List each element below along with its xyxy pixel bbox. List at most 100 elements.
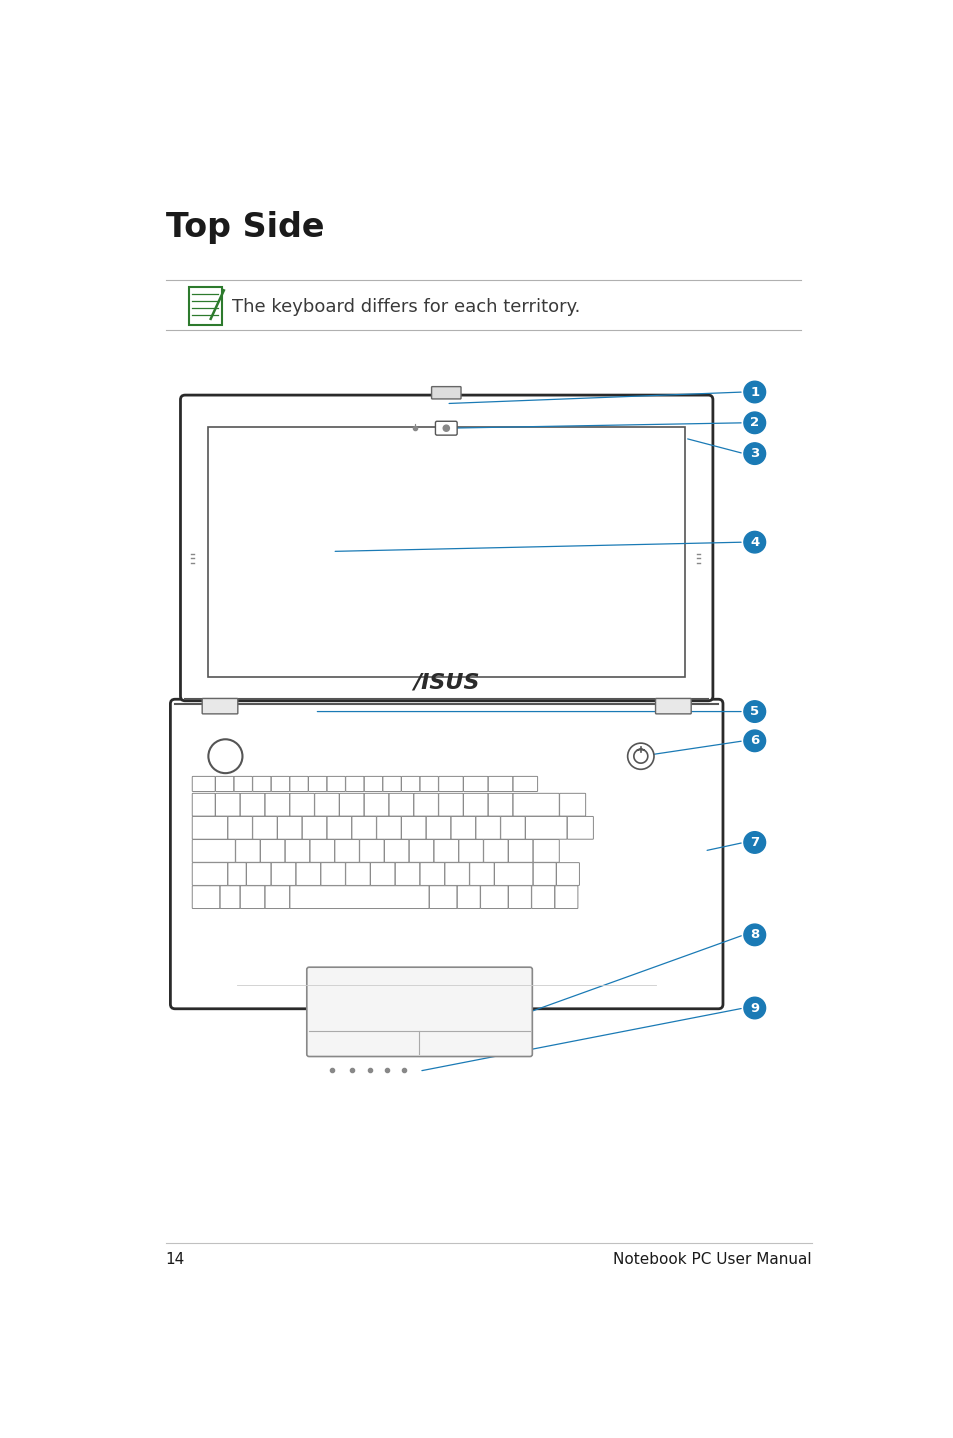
FancyBboxPatch shape — [414, 794, 438, 817]
Text: 8: 8 — [749, 929, 759, 942]
FancyBboxPatch shape — [193, 794, 215, 817]
FancyBboxPatch shape — [500, 817, 525, 840]
FancyBboxPatch shape — [533, 863, 556, 886]
FancyBboxPatch shape — [290, 794, 314, 817]
Text: Top Side: Top Side — [166, 211, 324, 244]
FancyBboxPatch shape — [513, 777, 537, 791]
FancyBboxPatch shape — [240, 794, 265, 817]
FancyBboxPatch shape — [233, 777, 253, 791]
Circle shape — [743, 532, 765, 554]
Text: 6: 6 — [749, 735, 759, 748]
FancyBboxPatch shape — [265, 794, 290, 817]
FancyBboxPatch shape — [320, 863, 345, 886]
FancyBboxPatch shape — [488, 777, 513, 791]
FancyBboxPatch shape — [426, 817, 451, 840]
FancyBboxPatch shape — [389, 794, 414, 817]
FancyBboxPatch shape — [345, 777, 364, 791]
FancyBboxPatch shape — [463, 794, 488, 817]
FancyBboxPatch shape — [265, 886, 290, 909]
FancyBboxPatch shape — [310, 840, 335, 863]
FancyBboxPatch shape — [401, 777, 419, 791]
FancyBboxPatch shape — [220, 886, 240, 909]
FancyBboxPatch shape — [202, 699, 237, 713]
FancyBboxPatch shape — [271, 777, 290, 791]
FancyBboxPatch shape — [171, 699, 722, 1009]
FancyBboxPatch shape — [395, 863, 419, 886]
Circle shape — [743, 700, 765, 722]
Text: 14: 14 — [166, 1252, 185, 1267]
Text: 4: 4 — [749, 536, 759, 549]
FancyBboxPatch shape — [352, 817, 376, 840]
FancyBboxPatch shape — [476, 817, 500, 840]
FancyBboxPatch shape — [193, 777, 215, 791]
FancyBboxPatch shape — [458, 840, 483, 863]
FancyBboxPatch shape — [193, 817, 228, 840]
FancyBboxPatch shape — [419, 777, 438, 791]
FancyBboxPatch shape — [295, 863, 320, 886]
FancyBboxPatch shape — [508, 840, 533, 863]
FancyBboxPatch shape — [438, 777, 463, 791]
FancyBboxPatch shape — [531, 886, 554, 909]
FancyBboxPatch shape — [401, 817, 426, 840]
FancyBboxPatch shape — [508, 886, 531, 909]
Circle shape — [743, 381, 765, 403]
FancyBboxPatch shape — [193, 886, 219, 909]
FancyBboxPatch shape — [314, 794, 339, 817]
FancyBboxPatch shape — [180, 395, 712, 700]
FancyBboxPatch shape — [567, 817, 593, 840]
FancyBboxPatch shape — [382, 777, 401, 791]
FancyBboxPatch shape — [463, 777, 488, 791]
Circle shape — [743, 731, 765, 752]
FancyBboxPatch shape — [327, 777, 345, 791]
FancyBboxPatch shape — [384, 840, 409, 863]
FancyBboxPatch shape — [513, 794, 558, 817]
FancyBboxPatch shape — [483, 840, 508, 863]
FancyBboxPatch shape — [189, 286, 221, 325]
FancyBboxPatch shape — [253, 817, 277, 840]
Text: 7: 7 — [749, 835, 759, 848]
FancyBboxPatch shape — [419, 863, 444, 886]
FancyBboxPatch shape — [339, 794, 364, 817]
FancyBboxPatch shape — [559, 794, 585, 817]
FancyBboxPatch shape — [193, 840, 235, 863]
FancyBboxPatch shape — [228, 863, 246, 886]
FancyBboxPatch shape — [364, 794, 389, 817]
Circle shape — [743, 925, 765, 946]
FancyBboxPatch shape — [290, 886, 429, 909]
FancyBboxPatch shape — [480, 886, 508, 909]
Circle shape — [743, 413, 765, 434]
FancyBboxPatch shape — [345, 863, 370, 886]
FancyBboxPatch shape — [434, 840, 458, 863]
FancyBboxPatch shape — [307, 968, 532, 1057]
FancyBboxPatch shape — [327, 817, 352, 840]
Text: The keyboard differs for each territory.: The keyboard differs for each territory. — [232, 298, 579, 315]
FancyBboxPatch shape — [246, 863, 271, 886]
Circle shape — [627, 743, 654, 769]
FancyBboxPatch shape — [429, 886, 456, 909]
FancyBboxPatch shape — [525, 817, 566, 840]
Circle shape — [743, 997, 765, 1018]
FancyBboxPatch shape — [555, 886, 578, 909]
FancyBboxPatch shape — [240, 886, 265, 909]
FancyBboxPatch shape — [290, 777, 308, 791]
FancyBboxPatch shape — [302, 817, 327, 840]
FancyBboxPatch shape — [359, 840, 384, 863]
FancyBboxPatch shape — [215, 794, 240, 817]
FancyBboxPatch shape — [431, 387, 460, 398]
Text: 3: 3 — [749, 447, 759, 460]
FancyBboxPatch shape — [285, 840, 310, 863]
FancyBboxPatch shape — [364, 777, 382, 791]
FancyBboxPatch shape — [469, 863, 494, 886]
FancyBboxPatch shape — [193, 863, 228, 886]
FancyBboxPatch shape — [277, 817, 302, 840]
Circle shape — [443, 426, 449, 431]
FancyBboxPatch shape — [533, 840, 558, 863]
FancyBboxPatch shape — [370, 863, 395, 886]
FancyBboxPatch shape — [556, 863, 578, 886]
FancyBboxPatch shape — [456, 886, 479, 909]
Text: 9: 9 — [749, 1001, 759, 1015]
FancyBboxPatch shape — [271, 863, 295, 886]
FancyBboxPatch shape — [488, 794, 513, 817]
FancyBboxPatch shape — [435, 421, 456, 436]
FancyBboxPatch shape — [335, 840, 359, 863]
